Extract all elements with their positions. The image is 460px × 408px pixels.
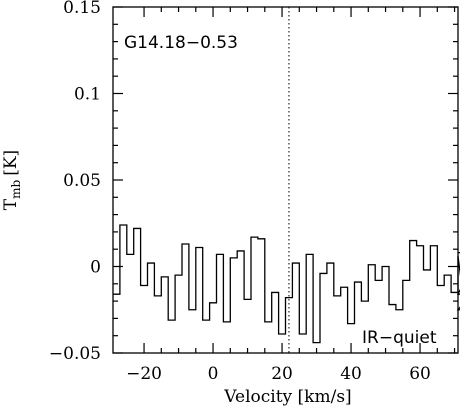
x-axis-title: Velocity [km/s] — [223, 387, 351, 407]
x-tick-label: 20 — [271, 364, 293, 384]
x-tick-label: −20 — [126, 364, 162, 384]
x-tick-label: 40 — [340, 364, 362, 384]
axis-ticks — [113, 6, 458, 354]
y-tick-label: 0 — [90, 258, 101, 278]
y-tick-label: −0.05 — [49, 344, 101, 364]
y-tick-label: 0.1 — [74, 85, 101, 105]
x-tick-label: 0 — [208, 364, 219, 384]
class-label: IR−quiet — [362, 328, 437, 348]
svg-text:Tmb[K]: Tmb [K] — [1, 150, 23, 210]
y-axis-title-main: T — [1, 198, 21, 210]
tick-labels: −20 0 20 40 60 −0.05 0 0.05 0.1 0.15 — [49, 0, 431, 384]
source-label: G14.18−0.53 — [124, 33, 238, 53]
y-axis-title-sub: mb — [9, 179, 23, 198]
y-tick-label: 0.05 — [63, 171, 101, 191]
x-tick-label: 60 — [409, 364, 431, 384]
y-tick-label: 0.15 — [63, 0, 101, 18]
spectrum-line — [113, 224, 460, 344]
y-axis-title-unit: [K] — [1, 150, 21, 176]
y-axis-title: Tmb [K] — [1, 150, 23, 210]
